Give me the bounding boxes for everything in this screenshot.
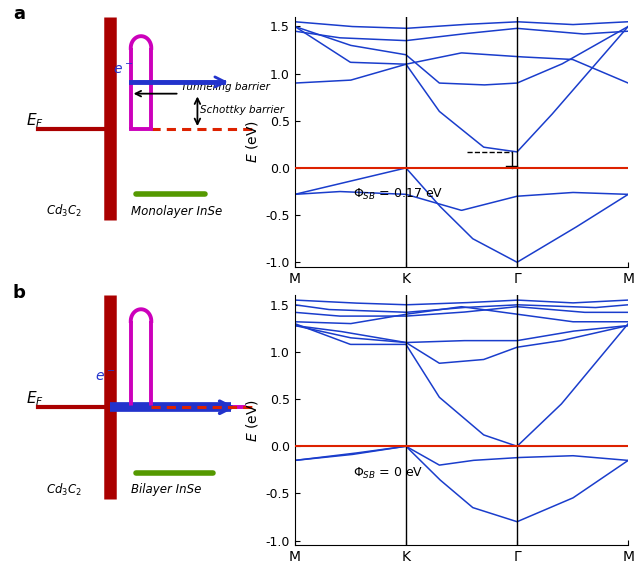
Text: $\Phi_{SB}$ = 0.17 eV: $\Phi_{SB}$ = 0.17 eV — [353, 187, 443, 202]
Text: b: b — [13, 283, 26, 302]
Text: $e^-$: $e^-$ — [95, 370, 115, 384]
Text: $e^-$: $e^-$ — [113, 63, 133, 77]
Text: Tunneling barrier: Tunneling barrier — [181, 82, 270, 92]
Text: Monolayer InSe: Monolayer InSe — [131, 205, 222, 218]
Text: a: a — [13, 5, 25, 23]
Text: $E_F$: $E_F$ — [26, 389, 44, 408]
Text: $Cd_3C_2$: $Cd_3C_2$ — [46, 482, 82, 498]
Y-axis label: $E$ (eV): $E$ (eV) — [244, 399, 260, 442]
Text: $Cd_3C_2$: $Cd_3C_2$ — [46, 203, 82, 219]
Text: $\Phi_{SB}$ = 0 eV: $\Phi_{SB}$ = 0 eV — [353, 465, 423, 481]
Y-axis label: $E$ (eV): $E$ (eV) — [244, 120, 260, 164]
Text: $E_F$: $E_F$ — [26, 111, 44, 130]
Text: Schottky barrier: Schottky barrier — [200, 105, 284, 115]
Text: Bilayer InSe: Bilayer InSe — [131, 483, 201, 496]
